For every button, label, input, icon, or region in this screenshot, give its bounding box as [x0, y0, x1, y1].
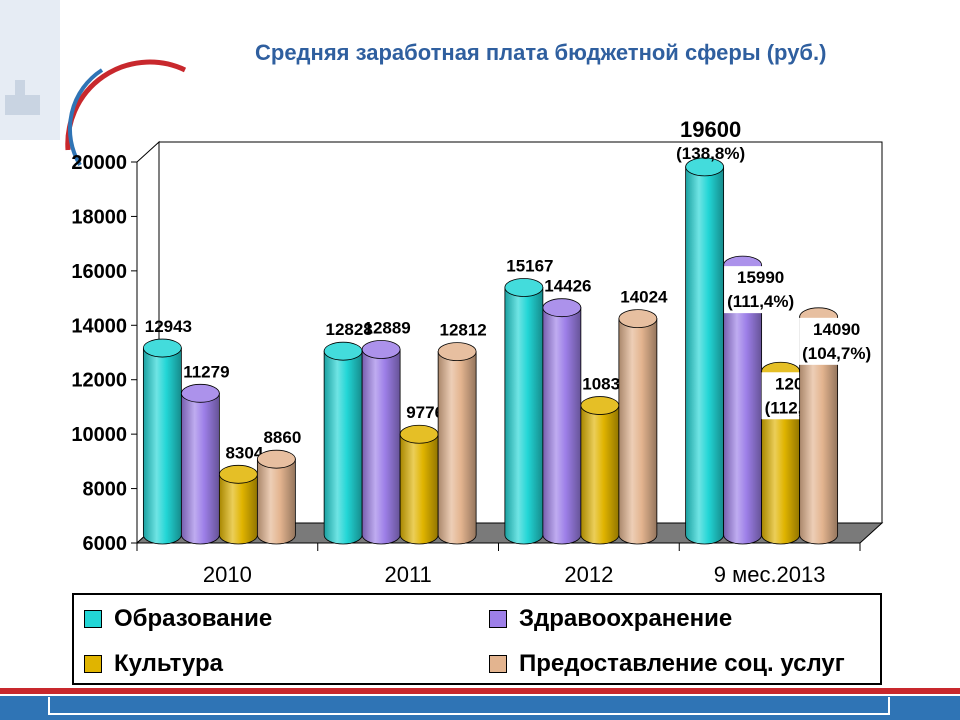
bar-top	[256, 449, 296, 469]
y-tick-label: 16000	[71, 261, 127, 283]
legend-swatch	[84, 655, 102, 673]
bar-top	[580, 396, 620, 415]
bar	[399, 433, 439, 545]
data-label: 10830	[582, 375, 629, 394]
footer-red-stripe	[0, 688, 960, 694]
bar	[799, 316, 839, 545]
page-title: Средняя заработная плата бюджетной сферы…	[255, 40, 827, 65]
data-label: 14024	[620, 288, 668, 307]
data-label-note: (111,4%)	[727, 292, 794, 311]
bar	[361, 349, 401, 545]
legend-label: Предоставление соц. услуг	[519, 650, 845, 677]
data-label-note: (104,7%)	[802, 344, 871, 363]
legend-item-education: Образование	[84, 605, 272, 633]
bar	[180, 392, 220, 545]
bar-top	[142, 338, 182, 358]
bar	[580, 405, 620, 545]
data-label: 11279	[183, 362, 229, 381]
footer-blue-stripe	[0, 696, 960, 720]
bar	[256, 458, 296, 545]
data-label: 12889	[363, 319, 410, 338]
data-label: 9776	[406, 403, 444, 422]
legend-label: Культура	[114, 650, 223, 677]
bar	[437, 351, 477, 545]
bar-top	[618, 309, 658, 329]
legend-item-healthcare: Здравоохранение	[489, 605, 732, 633]
bar	[542, 307, 582, 545]
chart-legend: Образование Здравоохранение Культура Пре…	[72, 593, 882, 685]
bar-chart: 6000 8000 10000 12000 14000 16000 18000 20000 20…	[71, 117, 884, 587]
bar-top	[399, 424, 439, 444]
bar	[142, 347, 182, 545]
data-label: 14426	[544, 277, 591, 296]
x-tick-label: 2010	[203, 562, 252, 587]
data-label: 12812	[439, 321, 486, 340]
y-tick-label: 12000	[71, 370, 127, 392]
data-label: 15167	[506, 257, 553, 276]
corner-decoration	[0, 0, 187, 167]
legend-label: Образование	[114, 605, 273, 632]
y-tick-label: 8000	[83, 479, 128, 501]
x-tick-label: 9 мес.2013	[714, 562, 826, 587]
y-tick-label: 14000	[71, 315, 127, 337]
bar	[685, 166, 725, 545]
bar-top	[218, 464, 258, 484]
data-label: 19600	[680, 117, 741, 142]
bar-top	[437, 342, 477, 362]
data-label: 12828	[325, 320, 372, 339]
bar-top	[323, 341, 363, 361]
y-tick-label: 20000	[71, 152, 127, 174]
y-tick-label: 6000	[83, 533, 128, 555]
bar	[323, 350, 363, 545]
x-tick-label: 2011	[384, 562, 431, 587]
bar	[618, 318, 658, 545]
bar	[218, 473, 258, 545]
data-label: 8860	[263, 428, 301, 447]
data-label-box	[799, 317, 875, 365]
bar-top	[685, 157, 725, 177]
data-label-box	[724, 266, 798, 314]
bar	[504, 287, 544, 545]
x-tick-label: 2012	[564, 562, 613, 587]
bar-top	[542, 298, 582, 318]
y-tick-label: 10000	[71, 424, 127, 446]
data-label: 12943	[145, 317, 192, 336]
legend-label: Здравоохранение	[519, 605, 733, 632]
legend-item-culture: Культура	[84, 650, 223, 678]
data-label: 15990	[737, 268, 784, 287]
bar-top	[504, 278, 544, 297]
bar-top	[361, 340, 401, 359]
bar-top	[180, 383, 220, 403]
data-label: 14090	[813, 320, 860, 339]
data-label: 8304	[225, 443, 263, 462]
legend-swatch	[489, 655, 507, 673]
footer-frame	[48, 697, 890, 715]
legend-swatch	[84, 610, 102, 628]
legend-swatch	[489, 610, 507, 628]
data-label-note: (138,8%)	[676, 144, 745, 163]
y-tick-label: 18000	[71, 206, 127, 228]
legend-item-social-services: Предоставление соц. услуг	[489, 650, 845, 678]
